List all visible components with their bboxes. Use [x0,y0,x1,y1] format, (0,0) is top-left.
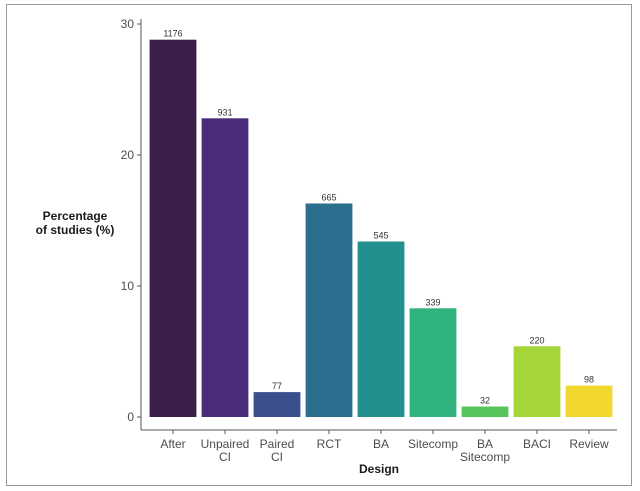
bar [357,241,405,417]
x-tick-label: After [160,437,185,451]
bar-count-label: 545 [373,231,388,241]
x-tick-label: Unpaired [201,437,250,451]
y-axis-title-line: Percentage [43,209,108,223]
bar-count-label: 1176 [163,29,182,39]
bars: 1176 931 77 665 545 339 32 220 98 [149,29,613,418]
chart-frame: Percentage of studies (%) 0 10 20 30 1176 931… [6,4,632,486]
x-tick-label: BACI [523,437,551,451]
bar [201,118,249,418]
bar [565,385,613,417]
bar [149,39,197,417]
bar-count-label: 339 [425,297,440,307]
x-tick-label: BA [477,437,493,451]
x-tick-label: Sitecomp [460,450,510,464]
bar [305,203,353,417]
x-tick-label: CI [219,450,231,464]
bar-count-label: 98 [584,375,594,385]
x-axis-title: Design [359,462,399,476]
x-tick-label: Paired [260,437,295,451]
y-tick-label: 20 [121,148,135,162]
bar [461,406,509,417]
x-tick-label: Review [569,437,609,451]
bar-count-label: 665 [321,193,336,203]
x-tick-label: Sitecomp [408,437,458,451]
bar [513,346,561,417]
y-tick-label: 10 [121,279,135,293]
bar [253,392,301,417]
y-axis: 0 10 20 30 [121,17,142,430]
bar-count-label: 220 [529,335,544,345]
y-tick-label: 0 [127,410,134,424]
y-tick-label: 30 [121,17,135,31]
y-axis-title-line: of studies (%) [36,223,115,237]
bar-count-label: 32 [480,396,490,406]
x-tick-label: CI [271,450,283,464]
x-tick-label: BA [373,437,389,451]
bar-count-label: 931 [217,107,232,117]
bar [409,308,457,417]
x-tick-label: RCT [317,437,342,451]
bar-count-label: 77 [272,381,282,391]
